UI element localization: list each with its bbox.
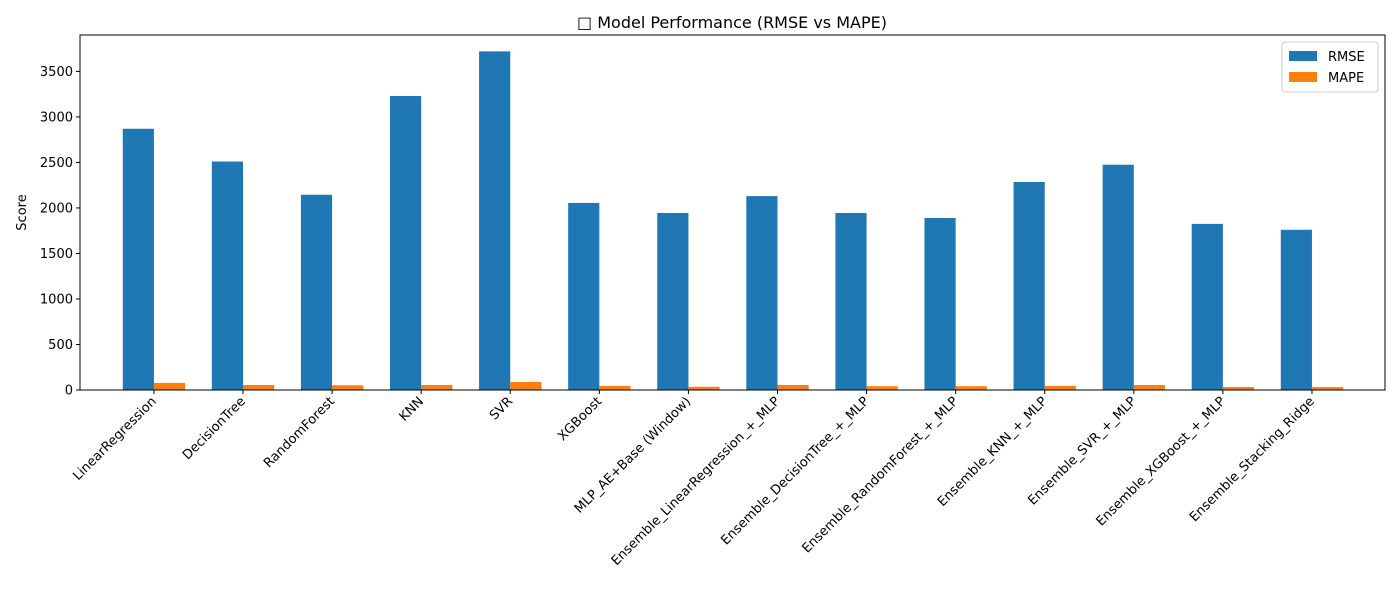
legend-label-rmse: RMSE xyxy=(1328,50,1365,65)
x-tick-label: XGBoost xyxy=(555,394,605,444)
bar-mape xyxy=(777,384,809,390)
bar-mape xyxy=(510,381,542,390)
bar-rmse xyxy=(835,212,867,390)
bar-mape xyxy=(1044,385,1076,390)
y-axis-label: Score xyxy=(15,194,30,230)
plot-frame xyxy=(79,34,1386,391)
chart-title: □ Model Performance (RMSE vs MAPE) xyxy=(577,13,887,32)
legend: RMSE MAPE xyxy=(1281,41,1379,93)
bar-rmse xyxy=(211,161,244,390)
x-tick-label: Ensemble_RandomForest_+_MLP xyxy=(799,394,961,556)
bar-rmse xyxy=(746,196,778,390)
bar-mape xyxy=(599,385,631,390)
bar-mape xyxy=(1222,387,1255,390)
bar-rmse xyxy=(300,194,333,390)
bar-mape xyxy=(1133,384,1165,390)
x-tick-label: KNN xyxy=(397,394,427,424)
bar-mape xyxy=(1311,387,1344,390)
y-tick-label: 3000 xyxy=(40,110,73,125)
x-tick-label: DecisionTree xyxy=(180,394,249,463)
y-tick-label: 3500 xyxy=(40,65,73,80)
plot-area: 0 500 1000 1500 2000 2500 3000 3500 LinearRegres… xyxy=(40,34,1386,569)
bar-rmse xyxy=(389,95,422,391)
y-tick-label: 0 xyxy=(65,384,73,399)
bar-mape xyxy=(688,386,720,390)
legend-swatch-rmse xyxy=(1289,51,1317,61)
y-tick-label: 1500 xyxy=(40,247,73,262)
x-tick-label: Ensemble_DecisionTree_+_MLP xyxy=(718,394,872,548)
bar-rmse xyxy=(479,51,511,390)
y-tick-label: 1000 xyxy=(40,292,73,307)
bar-rmse xyxy=(1191,223,1223,390)
bar-rmse xyxy=(122,128,154,390)
bar-mape xyxy=(332,385,364,390)
bar-rmse xyxy=(1013,182,1045,390)
bar-rmse xyxy=(1102,164,1134,390)
bar-rmse xyxy=(1280,229,1312,390)
bar-rmse xyxy=(568,202,600,390)
bar-mape xyxy=(243,384,275,390)
x-tick-label: SVR xyxy=(487,394,516,423)
y-tick-label: 2000 xyxy=(40,201,73,216)
x-tick-label: Ensemble_LinearRegression_+_MLP xyxy=(609,394,784,569)
y-tick-label: 2500 xyxy=(40,156,73,171)
bar-mape xyxy=(421,384,453,390)
bar-mape xyxy=(153,382,186,390)
legend-label-mape: MAPE xyxy=(1328,71,1364,86)
legend-swatch-mape xyxy=(1289,72,1317,82)
bar-mape xyxy=(955,386,987,390)
bar-rmse xyxy=(924,217,956,390)
bar-mape xyxy=(866,386,898,390)
y-tick-label: 500 xyxy=(48,338,73,353)
x-tick-label: RandomForest xyxy=(261,394,338,471)
bar-rmse xyxy=(657,212,689,390)
x-tick-label: LinearRegression xyxy=(70,394,159,483)
